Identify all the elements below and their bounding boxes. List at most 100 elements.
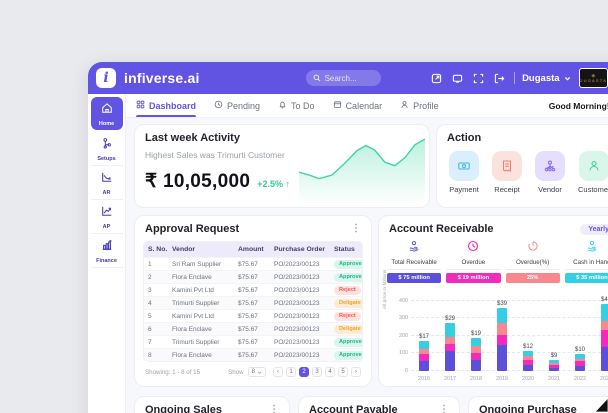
cell-sno: 1 xyxy=(148,260,152,268)
org-logo-text: DUGASTA xyxy=(579,77,607,83)
bar-value-label: $9 xyxy=(550,353,558,360)
tab-calendar[interactable]: Calendar xyxy=(333,94,382,117)
page-prev-button[interactable]: ‹ xyxy=(273,367,283,377)
segment-1 xyxy=(523,364,533,371)
tab-dashboard[interactable]: Dashboard xyxy=(136,94,197,117)
segment-2 xyxy=(445,343,455,351)
page-button-3[interactable]: 3 xyxy=(312,367,322,377)
sidebar-item-finance[interactable]: Finance xyxy=(90,234,123,268)
bar-value-label: $17 xyxy=(418,334,429,341)
fullscreen-icon[interactable] xyxy=(473,72,485,84)
action-receipt[interactable]: Receipt xyxy=(492,151,522,194)
brand-name: infiverse.ai xyxy=(124,70,200,86)
segment-3 xyxy=(575,358,585,362)
search-input[interactable]: Search... xyxy=(305,70,381,86)
tab-bar: Dashboard Pending To Do Calendar Profile Goo… xyxy=(126,94,608,118)
action-payment[interactable]: Payment xyxy=(449,151,479,194)
stat-value: $ 35 million xyxy=(564,273,608,283)
x-tick-label: 2016 xyxy=(418,376,430,382)
page-next-button[interactable]: › xyxy=(351,367,361,377)
segment-4 xyxy=(523,350,533,357)
kebab-menu-icon[interactable]: ⋮ xyxy=(269,404,279,413)
cell-amount: $75.67 xyxy=(238,351,258,359)
segment-2 xyxy=(471,352,481,361)
cell-po: PO/2023/00123 xyxy=(274,273,320,281)
gridline: 400 xyxy=(399,298,608,304)
segment-2 xyxy=(601,330,608,347)
person-icon xyxy=(400,100,409,111)
action-label: Customer xyxy=(578,185,608,194)
logout-icon[interactable] xyxy=(494,72,506,84)
table-row: 1 Sri Ram Supplier $75.67 PO/2023/00123 Appr… xyxy=(144,257,362,270)
tab-profile[interactable]: Profile xyxy=(400,94,439,117)
page-button-5[interactable]: 5 xyxy=(338,367,348,377)
sidebar-item-ap[interactable]: AP xyxy=(90,200,123,234)
open-new-window-icon[interactable] xyxy=(431,72,443,84)
segment-3 xyxy=(523,356,533,360)
stat-label: Total Receivable xyxy=(387,257,442,270)
cell-vendor: Kamini Pvt Ltd xyxy=(172,312,214,320)
approval-card-title: Approval Request xyxy=(145,223,240,235)
action-customer[interactable]: Customer xyxy=(578,151,608,194)
segment-2 xyxy=(575,361,585,367)
segment-2 xyxy=(497,334,507,345)
app-window: i infiverse.ai Search... Dugasta ◆ DUGAS… xyxy=(88,62,608,413)
y-tick-label: 100 xyxy=(399,350,408,357)
segment-3 xyxy=(497,323,507,335)
cell-vendor: Kamini Pvt Ltd xyxy=(172,286,214,294)
kebab-menu-icon[interactable]: ⋮ xyxy=(439,404,449,413)
page-button-2[interactable]: 2 xyxy=(299,367,309,377)
sidebar-item-setups[interactable]: Setups xyxy=(90,132,123,166)
stat-overdue-: Overdue(%) 25% xyxy=(505,239,560,283)
x-tick-label: 2021 xyxy=(548,376,560,382)
activity-card-title: Last week Activity xyxy=(145,132,240,144)
bar-stack xyxy=(445,322,455,371)
sidebar-item-label: AP xyxy=(102,224,111,230)
tab-to-do[interactable]: To Do xyxy=(278,94,315,117)
ongoing-sales-card: Ongoing Sales ⋮ xyxy=(134,396,290,413)
finance-icon xyxy=(101,238,113,256)
calendar-icon xyxy=(333,100,342,111)
action-vendor[interactable]: Vendor xyxy=(535,151,565,194)
gridline: 200 xyxy=(399,333,608,339)
page-size-value: 8 xyxy=(251,369,255,375)
stat-value: 25% xyxy=(505,273,560,283)
ap-icon xyxy=(101,204,113,222)
table-row: 5 Kamini Pvt Ltd $75.67 PO/2023/00123 Reject xyxy=(144,309,362,322)
bottom-card-title: Ongoing Purchase xyxy=(479,404,577,413)
cell-po: PO/2023/00123 xyxy=(274,260,320,268)
action-card: Action PaymentReceiptVendorCustomerMore xyxy=(436,124,608,208)
ongoing-purchase-card: Ongoing Purchase xyxy=(468,396,608,413)
period-selector[interactable]: Yearly xyxy=(580,223,608,235)
tab-pending[interactable]: Pending xyxy=(214,94,260,117)
customer-icon xyxy=(579,151,608,181)
page-size-select[interactable]: 8 xyxy=(247,367,266,377)
page-button-4[interactable]: 4 xyxy=(325,367,335,377)
x-tick-label: 2020 xyxy=(522,376,534,382)
segment-1 xyxy=(445,350,455,371)
hand-coin-icon xyxy=(408,239,420,257)
approval-table-footer: Showing: 1 - 8 of 15 Show 8 ‹ 1 2 3 4 5 › xyxy=(135,362,371,377)
bar-value-label: $41 xyxy=(600,297,608,303)
segment-3 xyxy=(549,363,559,365)
segment-2 xyxy=(549,364,559,368)
y-tick-label: 0 xyxy=(405,368,408,374)
cell-po: PO/2023/00123 xyxy=(274,312,320,320)
org-dropdown[interactable]: Dugasta xyxy=(522,73,570,84)
page-button-1[interactable]: 1 xyxy=(286,367,296,377)
screen-icon[interactable] xyxy=(452,72,464,84)
kebab-menu-icon[interactable]: ⋮ xyxy=(351,223,361,234)
receivable-card-title: Account Receivable xyxy=(389,223,494,235)
clock-icon xyxy=(214,100,223,111)
sidebar-item-ar[interactable]: AR xyxy=(90,166,123,200)
cell-sno: 8 xyxy=(148,351,152,359)
table-row: 6 Flora Enclave $75.67 PO/2023/00123 Deligat… xyxy=(144,322,362,335)
cell-amount: $75.67 xyxy=(238,312,258,320)
segment-1 xyxy=(575,366,585,371)
x-tick-label: 2017 xyxy=(444,376,456,382)
sidebar-item-home[interactable]: Home xyxy=(90,97,123,130)
segment-4 xyxy=(601,304,608,322)
setups-icon xyxy=(101,136,113,154)
cell-po: PO/2023/00123 xyxy=(274,325,320,333)
